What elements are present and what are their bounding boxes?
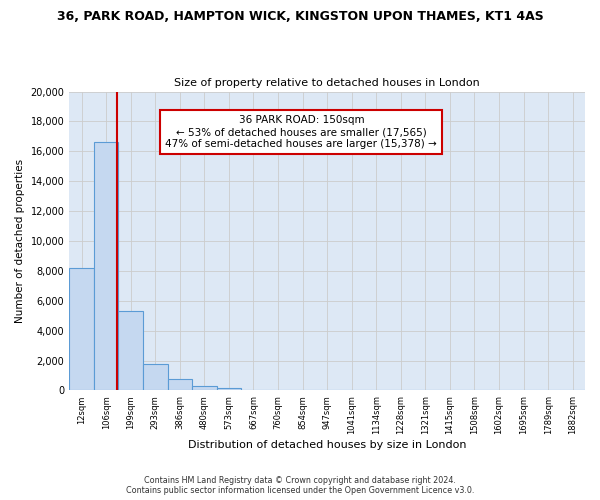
Bar — [217, 388, 241, 390]
Title: Size of property relative to detached houses in London: Size of property relative to detached ho… — [174, 78, 480, 88]
Bar — [94, 142, 118, 390]
Bar — [143, 364, 167, 390]
Bar — [167, 379, 192, 390]
Text: 36 PARK ROAD: 150sqm
← 53% of detached houses are smaller (17,565)
47% of semi-d: 36 PARK ROAD: 150sqm ← 53% of detached h… — [166, 116, 437, 148]
Bar — [118, 311, 143, 390]
X-axis label: Distribution of detached houses by size in London: Distribution of detached houses by size … — [188, 440, 466, 450]
Y-axis label: Number of detached properties: Number of detached properties — [15, 159, 25, 323]
Bar — [192, 386, 217, 390]
Bar — [69, 268, 94, 390]
Text: Contains HM Land Registry data © Crown copyright and database right 2024.
Contai: Contains HM Land Registry data © Crown c… — [126, 476, 474, 495]
Text: 36, PARK ROAD, HAMPTON WICK, KINGSTON UPON THAMES, KT1 4AS: 36, PARK ROAD, HAMPTON WICK, KINGSTON UP… — [56, 10, 544, 23]
